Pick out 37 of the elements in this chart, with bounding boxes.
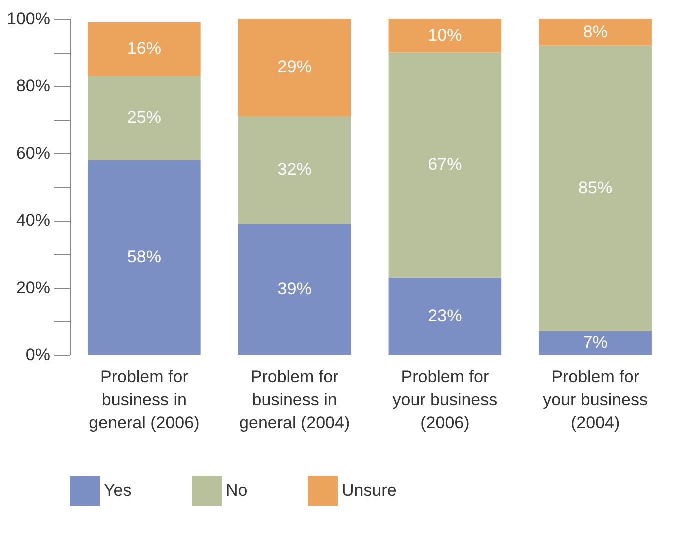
x-tick-label: Problem for business in general (2006) [89,368,200,432]
data-label: 32% [278,160,312,180]
bar [388,52,502,278]
y-tick-label: 60% [16,144,50,163]
data-label: 85% [578,178,613,198]
y-tick-label: 0% [26,346,50,364]
bar [238,224,352,355]
bar [388,19,502,53]
y-tick-label: 80% [16,76,50,96]
data-label: 25% [127,108,162,128]
data-label: 7% [583,333,608,352]
legend-label: Yes [104,481,132,500]
data-label: 8% [583,22,608,42]
x-tick-label: Problem for business in general (2004) [240,368,350,432]
legend-label: Unsure [342,481,397,500]
bar [539,19,652,46]
bar [539,331,652,355]
data-label: 67% [428,155,462,174]
bar [238,19,352,116]
bar [238,116,352,224]
bar [88,160,201,355]
data-label: 16% [127,39,162,58]
x-tick-label: Problem for your business (2006) [392,368,498,432]
y-tick-label: 100% [7,10,50,28]
legend-label: No [226,481,248,500]
bar [88,22,201,76]
x-tick-label: Problem for your business (2004) [543,368,648,432]
data-label: 10% [428,26,462,45]
y-tick-label: 40% [16,211,50,230]
data-label: 23% [428,306,462,326]
bar [388,278,502,355]
y-tick-label: 20% [16,278,50,298]
bar [88,76,201,160]
data-label: 39% [278,279,312,298]
data-label: 29% [278,58,312,77]
bar [539,46,652,332]
data-label: 58% [127,248,162,267]
